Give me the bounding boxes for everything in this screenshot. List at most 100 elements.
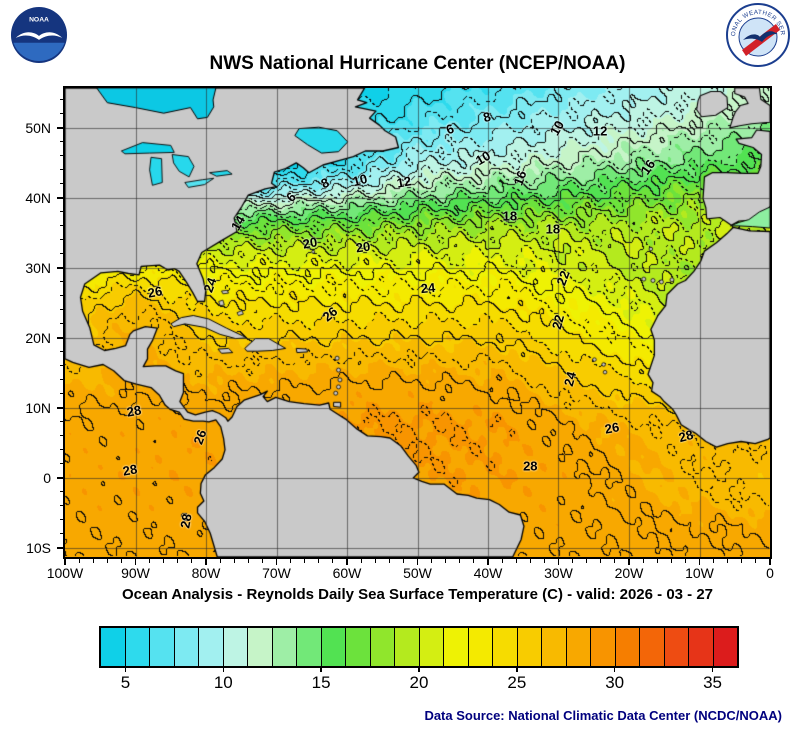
lat-axis-label: 10N	[25, 399, 51, 416]
colorbar-tick-label: 25	[507, 673, 527, 692]
lat-axis-minor-tick	[59, 519, 63, 521]
lon-axis-tick	[275, 559, 278, 565]
contour-label: 28	[121, 461, 139, 479]
colorbar-segment	[517, 628, 542, 666]
contour-label: 20	[301, 234, 319, 252]
contour-label: 12	[592, 123, 608, 139]
lon-axis-minor-tick	[318, 559, 320, 563]
lat-axis-minor-tick	[59, 295, 63, 297]
lon-axis-label: 60W	[332, 565, 362, 581]
lat-axis-minor-tick	[59, 533, 63, 535]
colorbar-segment	[615, 628, 640, 666]
lon-axis-minor-tick	[149, 559, 151, 563]
lon-axis-label: 0	[766, 565, 774, 581]
colorbar-segment	[566, 628, 591, 666]
lon-axis-minor-tick	[741, 559, 743, 563]
lon-axis-label: 50W	[403, 565, 432, 581]
lon-axis-minor-tick	[713, 559, 715, 563]
lon-axis-tick	[487, 559, 489, 565]
colorbar-segment	[493, 628, 518, 666]
colorbar-segment	[346, 628, 371, 666]
colorbar-tick	[516, 668, 518, 672]
lon-axis-minor-tick	[163, 559, 165, 563]
lon-axis-minor-tick	[247, 559, 249, 563]
nws-bird-icon	[743, 31, 777, 42]
colorbar-segment	[664, 628, 689, 666]
lat-axis-tick	[57, 407, 63, 409]
colorbar-segment	[150, 628, 175, 666]
lon-axis-minor-tick	[572, 559, 574, 563]
nws-logo: NATIONAL WEATHER SERVICE	[726, 3, 790, 67]
lat-axis-minor-tick	[59, 449, 63, 451]
lon-axis-minor-tick	[431, 559, 433, 563]
lat-axis-minor-tick	[59, 183, 63, 185]
lon-axis-minor-tick	[656, 559, 658, 563]
lon-axis-label: 80W	[191, 565, 221, 581]
lon-axis-tick	[628, 559, 630, 565]
lon-axis-minor-tick	[233, 559, 235, 563]
lon-axis-minor-tick	[191, 559, 193, 563]
lon-axis-label: 30W	[544, 565, 573, 581]
lat-axis-minor-tick	[59, 365, 63, 367]
lon-axis-minor-tick	[473, 559, 475, 563]
noaa-logo-text: NOAA	[29, 16, 49, 23]
contour-label: 26	[603, 419, 621, 437]
lon-axis-minor-tick	[402, 559, 404, 563]
colorbar-segment	[125, 628, 150, 666]
lon-axis-label: 90W	[121, 565, 150, 581]
lat-axis-minor-tick	[59, 239, 63, 241]
lat-axis-minor-tick	[59, 155, 63, 157]
colorbar-tick	[222, 668, 225, 672]
lon-axis-minor-tick	[261, 559, 263, 563]
contour-label: 18	[502, 208, 518, 224]
lat-axis-minor-tick	[59, 323, 63, 325]
lon-axis-minor-tick	[670, 559, 672, 563]
colorbar-segment	[370, 628, 395, 666]
lat-axis-minor-tick	[59, 491, 63, 493]
colorbar-tick	[320, 668, 322, 672]
lon-axis-minor-tick	[78, 559, 80, 563]
lat-axis-tick	[57, 477, 63, 479]
lon-axis-label: 100W	[46, 565, 84, 581]
colorbar-segment	[101, 628, 126, 666]
colorbar-segment	[591, 628, 616, 666]
lon-axis-minor-tick	[727, 559, 729, 563]
lat-axis-minor-tick	[59, 421, 63, 423]
colorbar-segment	[174, 628, 199, 666]
sst-map: 6 8 10 12 6 8 10 12 10 16 16 14 18 18 20 20 22 22 24 24 26 26…	[63, 86, 772, 559]
lon-axis-tick	[557, 559, 560, 565]
lon-axis-minor-tick	[290, 559, 292, 563]
colorbar-segment	[272, 628, 297, 666]
lat-axis-label: 50N	[25, 119, 51, 136]
colorbar-segment	[321, 628, 346, 666]
contour-label: 28	[523, 458, 538, 474]
page-title: NWS National Hurricane Center (NCEP/NOAA…	[209, 53, 626, 74]
colorbar-segment	[199, 628, 224, 666]
lon-axis-minor-tick	[529, 559, 531, 563]
lat-axis-minor-tick	[59, 141, 63, 143]
lat-axis-minor-tick	[59, 309, 63, 311]
lat-axis-minor-tick	[59, 225, 63, 227]
lat-axis-label: 10S	[26, 539, 51, 556]
lat-axis-tick	[57, 127, 63, 129]
lat-axis-minor-tick	[59, 393, 63, 395]
lon-axis-tick	[698, 559, 701, 565]
colorbar-segment	[640, 628, 665, 666]
lon-axis-minor-tick	[515, 559, 517, 563]
lat-axis-tick	[57, 267, 63, 269]
contour-label: 26	[146, 283, 164, 301]
noaa-logo: NOAA	[10, 6, 68, 64]
lon-axis-minor-tick	[374, 559, 376, 563]
data-source: Data Source: National Climatic Data Cent…	[424, 708, 782, 723]
lon-axis-minor-tick	[642, 559, 644, 563]
lon-axis-minor-tick	[684, 559, 686, 563]
lon-axis-minor-tick	[360, 559, 362, 563]
colorbar-tick-label: 20	[409, 673, 429, 692]
colorbar	[99, 626, 739, 668]
noaa-gull-icon	[15, 32, 63, 40]
lon-axis-minor-tick	[755, 559, 757, 563]
lon-axis-minor-tick	[106, 559, 108, 563]
contour-label: 28	[125, 402, 143, 420]
contour-label: 20	[354, 238, 372, 256]
